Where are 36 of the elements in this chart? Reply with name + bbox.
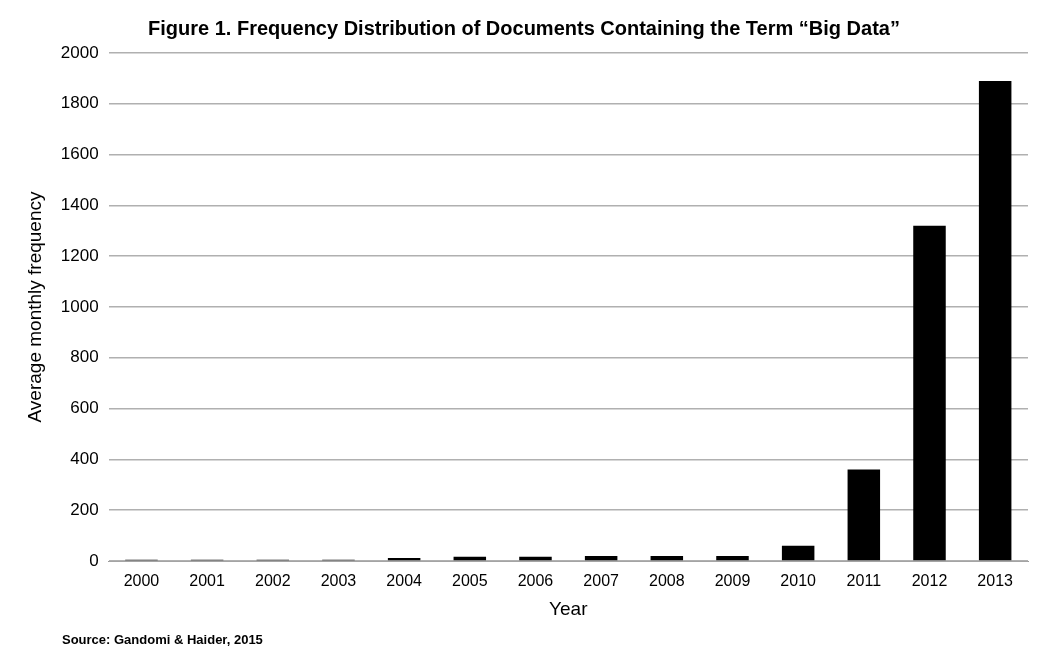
x-tick-label: 2003 [320, 572, 357, 590]
y-axis-title: Average monthly frequency [23, 191, 45, 423]
chart-title: Figure 1. Frequency Distribution of Documents Containing the Term “Big Data” [148, 16, 900, 39]
x-tick-label: 2007 [583, 572, 620, 590]
x-tick-label: 2006 [517, 572, 554, 590]
bar [650, 555, 684, 561]
source-note: Source: Gandomi & Haider, 2015 [62, 632, 263, 647]
x-axis-title: Year [549, 597, 589, 619]
bar [584, 555, 618, 561]
x-tick-label: 2005 [452, 572, 488, 590]
y-tick-label: 1800 [60, 93, 99, 113]
y-tick-label: 1200 [60, 245, 99, 265]
x-tick-label: 2001 [189, 572, 226, 590]
x-tick-label: 2012 [911, 572, 948, 590]
y-tick-label: 0 [89, 550, 99, 570]
bar [913, 225, 946, 561]
x-tick-label: 2013 [977, 572, 1014, 590]
y-tick-label: 200 [70, 499, 99, 519]
y-tick-label: 400 [70, 449, 99, 469]
x-tick-label: 2008 [649, 572, 685, 590]
x-tick-label: 2004 [386, 572, 423, 590]
y-tick-label: 1400 [60, 195, 99, 215]
x-tick-label: 2009 [714, 572, 751, 590]
bar [716, 555, 749, 561]
y-tick-label: 800 [70, 347, 99, 367]
x-tick-label: 2011 [846, 572, 882, 590]
x-tick-label: 2010 [780, 572, 817, 590]
x-tick-label: 2000 [123, 572, 160, 590]
x-tick-label: 2002 [255, 572, 291, 590]
y-tick-label: 2000 [60, 42, 99, 62]
bar [847, 469, 881, 561]
y-tick-label: 1600 [60, 144, 99, 164]
y-tick-label: 600 [70, 398, 99, 418]
bar [781, 545, 815, 561]
bar [978, 80, 1012, 561]
y-tick-label: 1000 [60, 296, 99, 316]
